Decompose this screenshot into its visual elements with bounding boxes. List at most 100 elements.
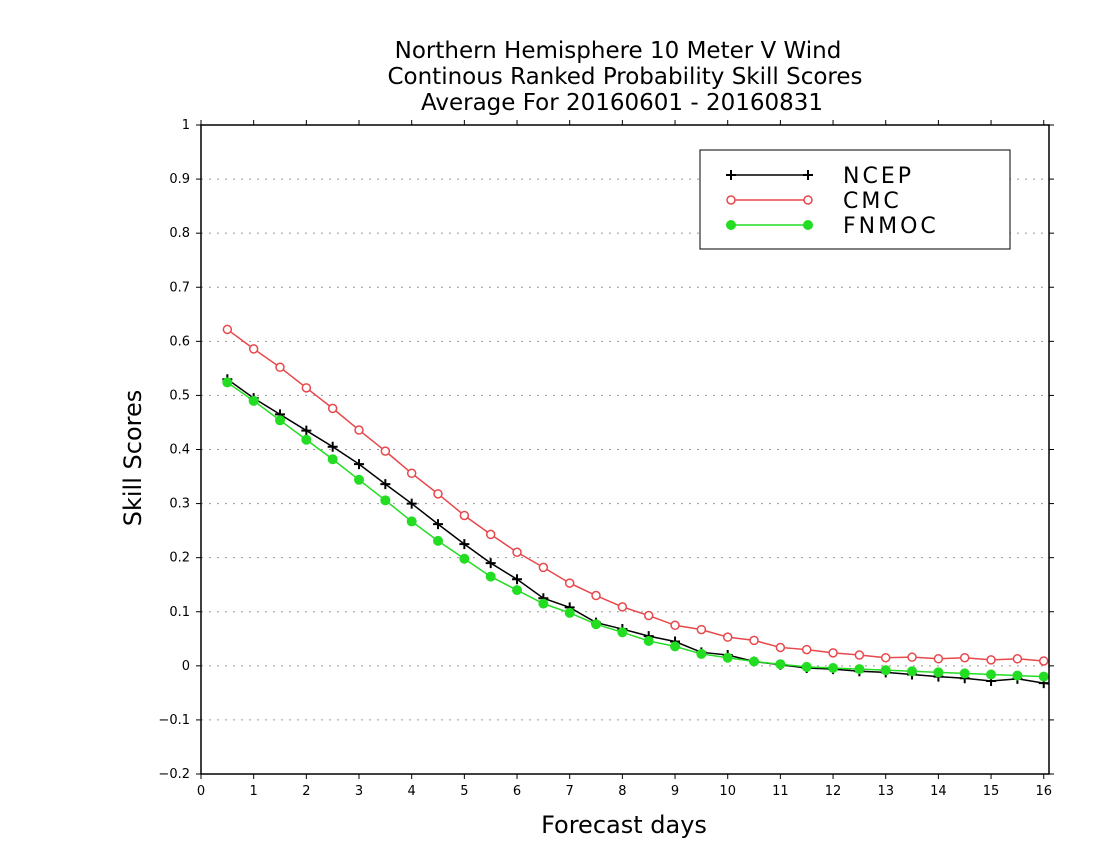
fnmoc-point <box>907 666 918 677</box>
y-axis-label: Skill Scores <box>119 390 147 527</box>
cmc-point <box>801 644 812 655</box>
fnmoc-point <box>933 667 944 678</box>
cmc-point <box>907 652 917 662</box>
fnmoc-point <box>512 585 523 596</box>
fnmoc-point <box>722 652 733 663</box>
x-tick-label: 11 <box>772 784 789 799</box>
y-tick-label: −0.1 <box>158 713 190 728</box>
cmc-point <box>433 489 443 499</box>
cmc-point <box>775 642 786 653</box>
cmc-point <box>1012 654 1023 664</box>
x-tick-label: 10 <box>719 784 736 799</box>
y-tick-label: 0.3 <box>169 497 190 512</box>
fnmoc-point <box>222 377 233 388</box>
cmc-point <box>828 648 838 658</box>
ncep-legend-point <box>803 170 813 180</box>
cmc-point <box>327 403 338 414</box>
cmc-point <box>459 510 470 521</box>
x-axis-label: Forecast days <box>541 811 707 839</box>
cmc-point <box>248 344 259 354</box>
cmc-point <box>643 610 654 621</box>
x-tick-label: 8 <box>618 784 626 799</box>
x-tick-label: 7 <box>566 784 574 799</box>
fnmoc-point <box>801 661 812 672</box>
cmc-point <box>959 652 970 663</box>
cmc-legend-point <box>803 195 813 205</box>
y-tick-label: 1 <box>182 118 190 133</box>
fnmoc-point <box>433 535 444 546</box>
ncep-point <box>301 425 312 436</box>
fnmoc-point <box>564 607 575 618</box>
chart-title: Northern Hemisphere 10 Meter V Wind Cont… <box>387 38 862 116</box>
x-tick-label: 16 <box>1035 784 1052 799</box>
ncep-point <box>485 558 496 569</box>
cmc-point <box>301 383 312 393</box>
fnmoc-point <box>275 415 286 426</box>
fnmoc-point <box>696 648 707 659</box>
cmc-point <box>1066 658 1074 666</box>
y-tick-label: 0.7 <box>169 280 190 295</box>
fnmoc-point <box>1012 670 1023 681</box>
y-tick-label: 0.1 <box>169 605 190 620</box>
ncep-point <box>1065 682 1075 692</box>
x-tick-label: 0 <box>197 784 205 799</box>
cmc-point <box>670 620 680 631</box>
cmc-point <box>617 602 628 612</box>
cmc-point <box>222 324 233 335</box>
ncep-legend-label: NCEP <box>843 164 914 189</box>
ncep-point <box>433 519 444 530</box>
fnmoc-series <box>222 377 1075 682</box>
x-tick-label: 14 <box>930 784 947 799</box>
title-line-2: Continous Ranked Probability Skill Score… <box>387 64 862 90</box>
fnmoc-point <box>670 641 681 652</box>
fnmoc-point <box>828 662 839 673</box>
fnmoc-point <box>1038 671 1049 682</box>
fnmoc-point <box>301 434 312 445</box>
y-tick-label: 0.5 <box>169 388 190 403</box>
title-line-1: Northern Hemisphere 10 Meter V Wind <box>395 38 842 64</box>
fnmoc-point <box>775 659 786 670</box>
cmc-point <box>591 590 601 601</box>
fnmoc-point <box>248 395 259 406</box>
fnmoc-point <box>617 627 628 638</box>
fnmoc-point <box>1066 673 1075 682</box>
data-series <box>222 324 1075 692</box>
cmc-point <box>354 425 364 435</box>
fnmoc-legend-point <box>803 220 813 230</box>
cmc-series <box>222 324 1074 666</box>
y-tick-label: 0.9 <box>169 172 190 187</box>
cmc-legend-point <box>726 195 736 205</box>
title-line-3: Average For 20160601 - 20160831 <box>421 90 823 116</box>
x-tick-label: 13 <box>877 784 894 799</box>
fnmoc-point <box>880 665 891 676</box>
y-tick-label: 0.6 <box>169 334 190 349</box>
fnmoc-point <box>959 668 970 679</box>
plot-frame <box>200 124 1050 775</box>
cmc-point <box>986 655 996 665</box>
fnmoc-legend-point <box>726 220 736 230</box>
cmc-point <box>722 632 733 642</box>
cmc-point <box>696 624 707 635</box>
fnmoc-point <box>406 516 417 527</box>
fnmoc-legend-label: FNMOC <box>843 214 939 239</box>
y-tick-label: 0.4 <box>169 443 190 458</box>
fnmoc-point <box>591 619 602 630</box>
ncep-point <box>380 479 391 490</box>
ncep-point <box>459 539 470 550</box>
axes: 10.90.80.70.60.50.40.30.20.10−0.1−0.20 1 2… <box>158 118 1054 799</box>
cmc-point <box>275 362 285 373</box>
cmc-point <box>512 547 522 558</box>
x-tick-label: 2 <box>302 784 310 799</box>
fnmoc-point <box>986 669 997 680</box>
cmc-point <box>749 635 759 646</box>
cmc-point <box>564 578 575 588</box>
fnmoc-point <box>354 474 365 485</box>
cmc-point <box>880 652 891 663</box>
cmc-point <box>1038 656 1049 666</box>
cmc-point <box>538 562 549 573</box>
fnmoc-point <box>459 553 470 564</box>
x-tick-label: 9 <box>671 784 679 799</box>
cmc-point <box>485 529 496 540</box>
